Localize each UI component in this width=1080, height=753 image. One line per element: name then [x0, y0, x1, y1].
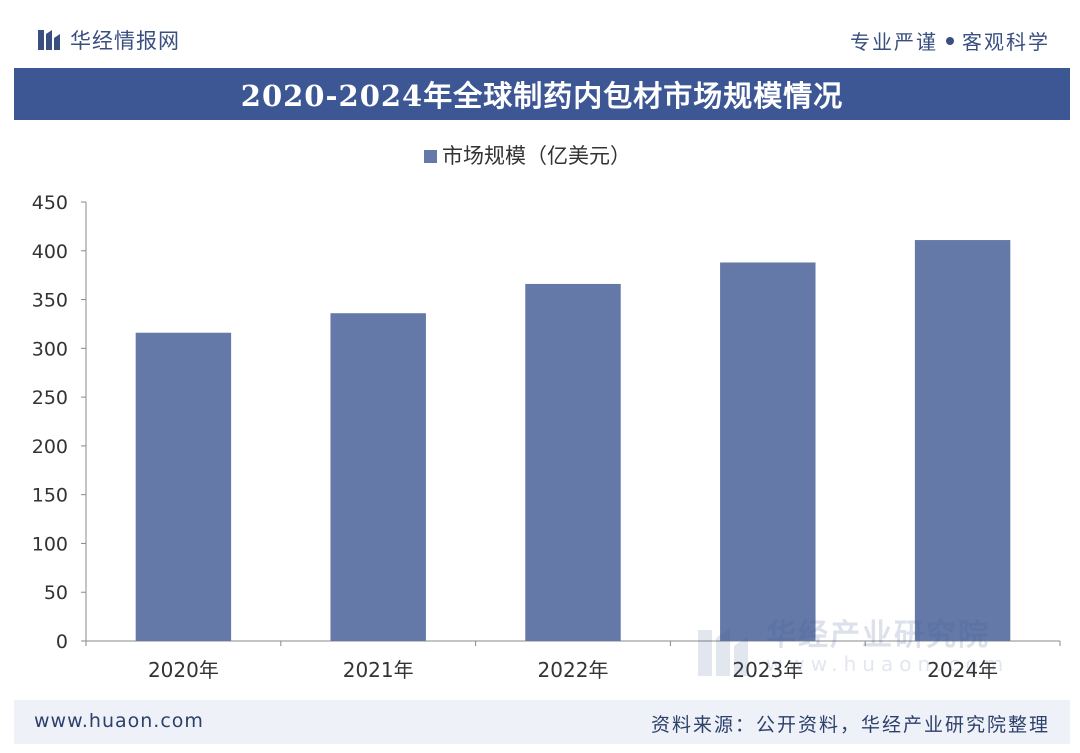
chart-title: 2020-2024年全球制药内包材市场规模情况	[240, 79, 844, 113]
x-tick-label: 2022年	[538, 658, 609, 682]
footer-source: 资料来源：公开资料，华经产业研究院整理	[650, 714, 1050, 736]
y-tick-label: 200	[32, 436, 68, 458]
tagline-right: 客观科学	[962, 30, 1050, 54]
legend-label: 市场规模（亿美元）	[442, 144, 631, 168]
brand[interactable]: 华经情报网	[38, 22, 180, 58]
y-tick-label: 100	[32, 533, 68, 555]
legend-swatch	[424, 150, 437, 163]
y-tick-label: 400	[32, 241, 68, 263]
footer-url-link[interactable]: www.huaon.com	[34, 710, 204, 732]
brand-logo-icon	[38, 30, 60, 50]
brand-name: 华经情报网	[70, 29, 180, 53]
chart-title-bar: 2020-2024年全球制药内包材市场规模情况	[14, 68, 1070, 120]
tagline: 专业严谨 客观科学	[850, 26, 1050, 55]
y-tick-label: 350	[32, 290, 68, 312]
y-tick-label: 250	[32, 387, 68, 409]
bar	[525, 283, 621, 641]
x-tick-label: 2023年	[732, 658, 803, 682]
footer: www.huaon.com 资料来源：公开资料，华经产业研究院整理	[14, 700, 1070, 744]
header: 华经情报网 专业严谨 客观科学	[0, 0, 1080, 60]
bar	[720, 262, 816, 641]
x-tick-label: 2024年	[927, 658, 998, 682]
bar	[330, 313, 426, 641]
x-tick-label: 2020年	[148, 658, 219, 682]
y-tick-label: 50	[44, 582, 68, 604]
y-tick-label: 450	[32, 192, 68, 214]
bar	[135, 332, 232, 641]
y-tick-label: 150	[32, 485, 68, 507]
chart-area: 市场规模（亿美元） 0 50 100 150 200 250 300 350 400 450 2020…	[0, 130, 1080, 700]
y-tick-label: 0	[56, 631, 68, 653]
x-tick-label: 2021年	[343, 658, 414, 682]
tagline-separator-dot-icon	[946, 36, 954, 45]
y-tick-label: 300	[32, 338, 68, 360]
bar-chart: 市场规模（亿美元） 0 50 100 150 200 250 300 350 400 450 2020…	[32, 144, 1061, 682]
tagline-left: 专业严谨	[850, 30, 938, 54]
bar	[914, 240, 1011, 641]
